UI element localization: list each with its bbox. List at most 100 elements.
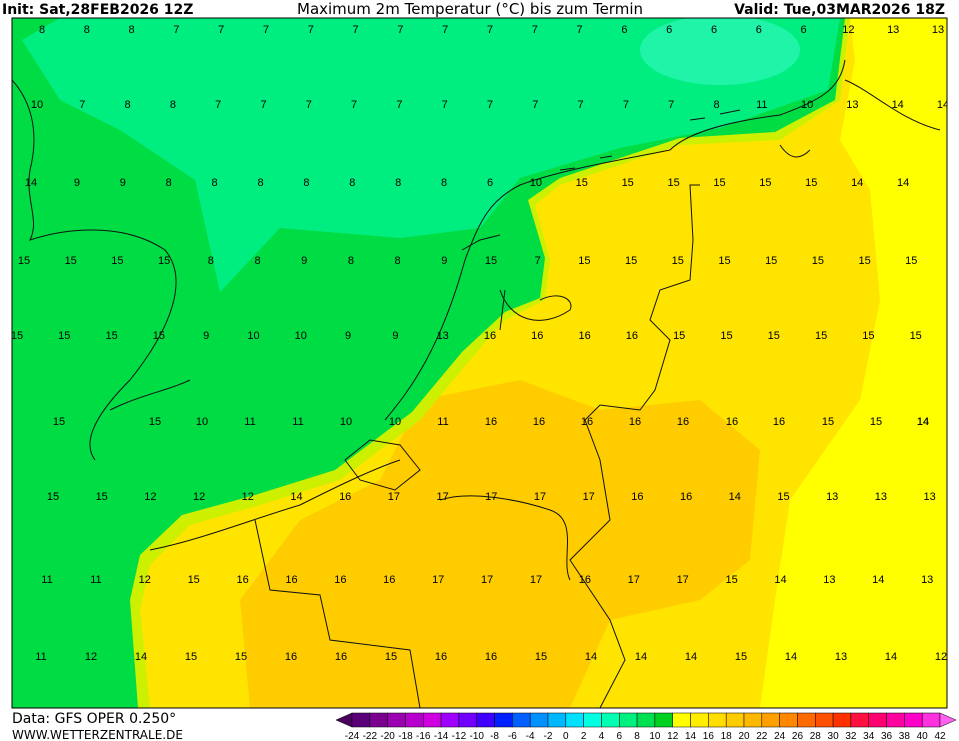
temperature-label: 17	[432, 574, 444, 586]
colorbar-tick-label: -8	[490, 731, 499, 741]
temperature-label: 11	[437, 416, 448, 428]
init-label: Init: Sat,28FEB2026 12Z	[2, 2, 193, 18]
colorbar-box	[886, 712, 905, 728]
colorbar-box	[565, 712, 584, 728]
temperature-label: 12	[144, 491, 156, 503]
temperature-label: 8	[166, 177, 172, 189]
temperature-label: 16	[533, 416, 545, 428]
temperature-label: 15	[105, 330, 117, 342]
colorbar-box	[832, 712, 852, 728]
site: WWW.WETTERZENTRALE.DE	[12, 728, 183, 741]
temperature-label: 15	[18, 255, 30, 267]
temperature-label: 15	[667, 177, 679, 189]
temperature-label: 9	[120, 177, 126, 189]
temperature-label: 15	[185, 651, 197, 663]
temperature-label: 12	[193, 491, 205, 503]
temperature-label: 15	[578, 255, 590, 267]
colorbar-box	[868, 712, 887, 728]
temperature-label: 13	[875, 491, 887, 503]
temperature-label: 16	[726, 416, 738, 428]
temperature-label: 10	[247, 330, 259, 342]
colorbar-box	[690, 712, 709, 728]
temperature-label: 7	[397, 24, 403, 36]
colorbar-tick-label: -2	[544, 731, 553, 741]
temperature-label: 10	[389, 416, 401, 428]
temperature-label: 17	[534, 491, 546, 503]
temperature-label: 8	[348, 255, 354, 267]
cold-spot	[640, 18, 800, 85]
temperature-label: 14	[917, 416, 929, 428]
temperature-label: 16	[335, 651, 347, 663]
colorbar-box	[743, 712, 763, 728]
temperature-label: 7	[487, 24, 493, 36]
temperature-label: 8	[257, 177, 263, 189]
temperature-label: 9	[74, 177, 80, 189]
colorbar-tick-label: 26	[792, 731, 804, 741]
temperature-label: 7	[308, 24, 314, 36]
temperature-label: 14	[729, 491, 741, 503]
colorbar-box	[369, 712, 388, 728]
temperature-label: 8	[441, 177, 447, 189]
temperature-label: 15	[47, 491, 59, 503]
temperature-label: 6	[756, 24, 762, 36]
temperature-label: 16	[485, 651, 497, 663]
temperature-label: 9	[203, 330, 209, 342]
temperature-label: 15	[812, 255, 824, 267]
temperature-label: 14	[917, 416, 929, 428]
temperature-label: 16	[383, 574, 395, 586]
colorbar-tick-label: -6	[508, 731, 517, 741]
temperature-label: 8	[125, 99, 131, 111]
temperature-label: 16	[339, 491, 351, 503]
temperature-label: 13	[921, 574, 933, 586]
temperature-label: 14	[885, 651, 897, 663]
temperature-label: 15	[805, 177, 817, 189]
colorbar-box	[619, 712, 638, 728]
temperature-label: 8	[254, 255, 260, 267]
colorbar-tick-label: 14	[685, 731, 697, 741]
temperature-label: 8	[713, 99, 719, 111]
temperature-label: 16	[435, 651, 447, 663]
temperature-label: 13	[932, 24, 944, 36]
temperature-label: 11	[244, 416, 255, 428]
colorbar-tick-label: -4	[526, 731, 535, 741]
temperature-label: 15	[673, 330, 685, 342]
colorbar-box	[779, 712, 798, 728]
temperature-label: 14	[872, 574, 884, 586]
temperature-label: 6	[621, 24, 627, 36]
colorbar-tick-label: 34	[863, 731, 875, 741]
temperature-label: 7	[306, 99, 312, 111]
temperature-label: 8	[212, 177, 218, 189]
valid-label: Valid: Tue,03MAR2026 18Z	[734, 2, 945, 18]
temperature-label: 16	[578, 330, 590, 342]
colorbar-arrow	[335, 712, 353, 728]
temperature-label: 7	[396, 99, 402, 111]
colorbar-tick-label: 20	[738, 731, 750, 741]
temperature-label: 10	[530, 177, 542, 189]
colorbar-box	[529, 712, 549, 728]
temperature-label: 7	[79, 99, 85, 111]
colorbar-tick-label: -20	[380, 731, 395, 741]
temperature-label: 16	[581, 416, 593, 428]
temperature-label: 12	[935, 651, 947, 663]
temperature-label: 14	[685, 651, 697, 663]
temperature-label: 11	[35, 651, 46, 663]
colorbar-tick-label: 10	[649, 731, 661, 741]
temperature-label: 16	[485, 416, 497, 428]
temperature-label: 15	[535, 651, 547, 663]
temperature-label: 10	[196, 416, 208, 428]
temperature-label: 15	[672, 255, 684, 267]
colorbar-box	[423, 712, 442, 728]
temperature-label: 15	[815, 330, 827, 342]
temperature-label: 15	[153, 330, 165, 342]
temperature-label: 6	[666, 24, 672, 36]
hot-zone	[240, 380, 760, 708]
colorbar-box	[761, 712, 780, 728]
temperature-label: 15	[149, 416, 161, 428]
temperature-label: 16	[680, 491, 692, 503]
temperature-label: 8	[303, 177, 309, 189]
temperature-label: 15	[905, 255, 917, 267]
temperature-label: 16	[626, 330, 638, 342]
colorbar-tick-label: 2	[581, 731, 587, 741]
data-source: Data: GFS OPER 0.250°	[12, 711, 176, 727]
